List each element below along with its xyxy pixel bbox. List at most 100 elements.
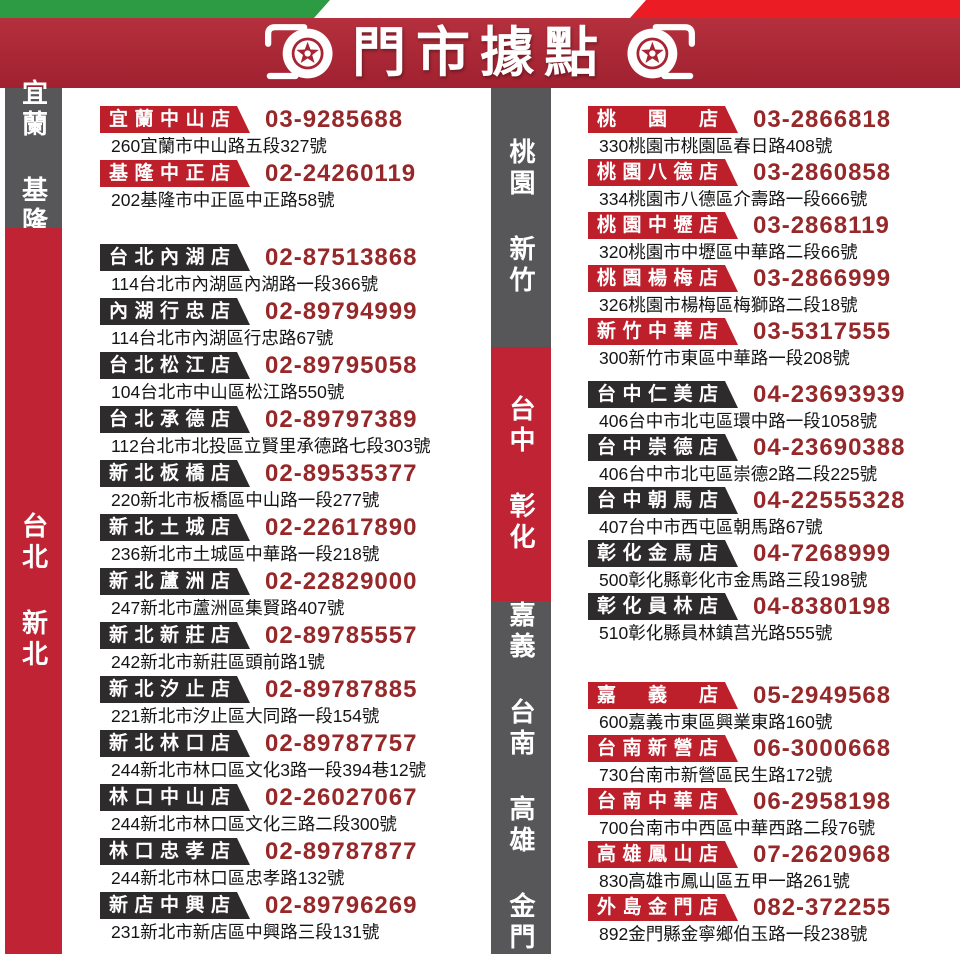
page-title: 門市據點 xyxy=(352,23,608,83)
store-entry-header: 新店中興店 02-89796269 xyxy=(100,892,490,919)
store-address: 244新北市林口區忠孝路132號 xyxy=(111,868,345,888)
store-phone: 02-89787885 xyxy=(265,676,418,703)
store-phone: 06-2958198 xyxy=(753,788,892,815)
store-address: 244新北市林口區文化3路一段394巷12號 xyxy=(111,760,427,780)
store-entry: 內湖行忠店 02-89794999 114台北市內湖區行忠路67號 xyxy=(100,298,490,349)
region-label-text: 桃園 新竹 xyxy=(506,138,536,298)
store-entry-header: 台中朝馬店 04-22555328 xyxy=(588,487,958,514)
store-section-right-0: 桃 園 店 03-2866818 330桃園市桃園區春日路408號 桃園八德店 … xyxy=(588,106,958,369)
store-entry: 基隆中正店 02-24260119 202基隆市中正區中正路58號 xyxy=(100,160,490,211)
store-entry-header: 桃園中壢店 03-2868119 xyxy=(588,212,958,239)
store-section-right-2: 嘉 義 店 05-2949568 600嘉義市東區興業東路160號 台南新營店 … xyxy=(588,682,958,945)
store-name-badge: 內湖行忠店 xyxy=(100,298,250,325)
store-address: 220新北市板橋區中山路一段277號 xyxy=(111,490,380,510)
region-label-text: 嘉義 台南 高雄 金門 xyxy=(506,601,536,954)
store-entry: 台中朝馬店 04-22555328 407台中市西屯區朝馬路67號 xyxy=(588,487,958,538)
store-entry-header: 新北土城店 02-22617890 xyxy=(100,514,490,541)
store-address: 236新北市土城區中華路一段218號 xyxy=(111,544,380,564)
store-entry: 新北林口店 02-89787757 244新北市林口區文化3路一段394巷12號 xyxy=(100,730,490,781)
store-address: 242新北市新莊區頭前路1號 xyxy=(111,652,325,672)
store-entry: 林口忠孝店 02-89787877 244新北市林口區忠孝路132號 xyxy=(100,838,490,889)
store-address: 244新北市林口區文化三路二段300號 xyxy=(111,814,397,834)
region-label-yilan-keelung: 宜蘭 基隆 xyxy=(5,79,62,238)
store-name-badge: 台南新營店 xyxy=(588,735,738,762)
store-phone: 03-5317555 xyxy=(753,318,892,345)
store-address: 406台中市北屯區環中路一段1058號 xyxy=(599,411,878,431)
store-section-right-1: 台中仁美店 04-23693939 406台中市北屯區環中路一段1058號 台中… xyxy=(588,381,958,644)
store-phone: 03-2868119 xyxy=(753,212,890,239)
store-column-right: 桃 園 店 03-2866818 330桃園市桃園區春日路408號 桃園八德店 … xyxy=(588,106,958,947)
store-entry: 新北蘆洲店 02-22829000 247新北市蘆洲區集賢路407號 xyxy=(100,568,490,619)
store-phone: 02-89787757 xyxy=(265,730,418,757)
store-address: 334桃園市八德區介壽路一段666號 xyxy=(599,189,868,209)
store-name-badge: 新北汐止店 xyxy=(100,676,250,703)
store-name-badge: 彰化金馬店 xyxy=(588,540,738,567)
stripe-red xyxy=(630,0,960,18)
region-sidebar-middle: 桃園 新竹 台中 彰化 嘉義 台南 高雄 金門 xyxy=(491,88,551,954)
store-column-left: 宜蘭中山店 03-9285688 260宜蘭市中山路五段327號 基隆中正店 0… xyxy=(100,106,490,946)
store-name-badge: 林口忠孝店 xyxy=(100,838,250,865)
store-entry-header: 台中崇德店 04-23690388 xyxy=(588,434,958,461)
store-entry-header: 新竹中華店 03-5317555 xyxy=(588,318,958,345)
store-entry-header: 林口中山店 02-26027067 xyxy=(100,784,490,811)
store-entry-header: 台南新營店 06-3000668 xyxy=(588,735,958,762)
store-entry: 新北新莊店 02-89785557 242新北市新莊區頭前路1號 xyxy=(100,622,490,673)
store-entry-header: 基隆中正店 02-24260119 xyxy=(100,160,490,187)
store-address: 221新北市汐止區大同路一段154號 xyxy=(111,706,380,726)
store-entry-header: 新北汐止店 02-89787885 xyxy=(100,676,490,703)
store-address: 247新北市蘆洲區集賢路407號 xyxy=(111,598,345,618)
store-phone: 02-89785557 xyxy=(265,622,418,649)
store-entry: 宜蘭中山店 03-9285688 260宜蘭市中山路五段327號 xyxy=(100,106,490,157)
store-entry: 新北汐止店 02-89787885 221新北市汐止區大同路一段154號 xyxy=(100,676,490,727)
store-entry-header: 彰化員林店 04-8380198 xyxy=(588,593,958,620)
store-address: 320桃園市中壢區中華路二段66號 xyxy=(599,242,858,262)
region-label-text: 台中 彰化 xyxy=(506,394,536,554)
store-address: 406台中市北屯區崇德2路二段225號 xyxy=(599,464,878,484)
store-address: 112台北市北投區立賢里承德路七段303號 xyxy=(111,436,431,456)
store-address: 114台北市內湖區內湖路一段366號 xyxy=(111,274,379,294)
store-phone: 02-22617890 xyxy=(265,514,418,541)
store-entry: 台北松江店 02-89795058 104台北市中山區松江路550號 xyxy=(100,352,490,403)
store-phone: 02-89787877 xyxy=(265,838,418,865)
store-phone: 05-2949568 xyxy=(753,682,892,709)
store-entry: 高雄鳳山店 07-2620968 830高雄市鳳山區五甲一路261號 xyxy=(588,841,958,892)
tire-icon xyxy=(627,23,695,79)
store-phone: 02-22829000 xyxy=(265,568,418,595)
store-entry: 新北板橋店 02-89535377 220新北市板橋區中山路一段277號 xyxy=(100,460,490,511)
store-address: 500彰化縣彰化市金馬路三段198號 xyxy=(599,570,868,590)
store-entry: 台北內湖店 02-87513868 114台北市內湖區內湖路一段366號 xyxy=(100,244,490,295)
store-entry: 台北承德店 02-89797389 112台北市北投區立賢里承德路七段303號 xyxy=(100,406,490,457)
region-label-text: 台北 新北 xyxy=(18,511,49,671)
store-name-badge: 外島金門店 xyxy=(588,894,738,921)
store-entry-header: 內湖行忠店 02-89794999 xyxy=(100,298,490,325)
header-banner: 門市據點 xyxy=(0,18,960,88)
store-name-badge: 桃園八德店 xyxy=(588,159,738,186)
store-phone: 02-24260119 xyxy=(265,160,417,187)
store-entry-header: 宜蘭中山店 03-9285688 xyxy=(100,106,490,133)
store-phone: 02-89797389 xyxy=(265,406,418,433)
store-address: 700台南市中西區中華西路二段76號 xyxy=(599,818,876,838)
store-address: 104台北市中山區松江路550號 xyxy=(111,382,345,402)
store-entry-header: 桃 園 店 03-2866818 xyxy=(588,106,958,133)
store-phone: 02-89796269 xyxy=(265,892,418,919)
store-entry-header: 台北內湖店 02-87513868 xyxy=(100,244,490,271)
store-entry-header: 桃園八德店 03-2860858 xyxy=(588,159,958,186)
store-name-badge: 台北承德店 xyxy=(100,406,250,433)
store-entry-header: 台北松江店 02-89795058 xyxy=(100,352,490,379)
store-name-badge: 基隆中正店 xyxy=(100,160,250,187)
store-phone: 04-23690388 xyxy=(753,434,906,461)
store-address: 600嘉義市東區興業東路160號 xyxy=(599,712,833,732)
store-list-area: 宜蘭 基隆 台北 新北 桃園 新竹 台中 彰化 嘉義 台南 高雄 金門 宜蘭中山… xyxy=(0,79,960,960)
store-entry: 台南新營店 06-3000668 730台南市新營區民生路172號 xyxy=(588,735,958,786)
region-label-taichung-changhua: 台中 彰化 xyxy=(491,347,551,601)
store-phone: 03-2866999 xyxy=(753,265,892,292)
store-entry: 新北土城店 02-22617890 236新北市土城區中華路一段218號 xyxy=(100,514,490,565)
store-entry: 台中仁美店 04-23693939 406台中市北屯區環中路一段1058號 xyxy=(588,381,958,432)
store-entry-header: 高雄鳳山店 07-2620968 xyxy=(588,841,958,868)
store-phone: 07-2620968 xyxy=(753,841,892,868)
store-phone: 02-89795058 xyxy=(265,352,418,379)
store-name-badge: 嘉 義 店 xyxy=(588,682,738,709)
store-name-badge: 新北蘆洲店 xyxy=(100,568,250,595)
store-entry-header: 台北承德店 02-89797389 xyxy=(100,406,490,433)
store-entry-header: 新北板橋店 02-89535377 xyxy=(100,460,490,487)
